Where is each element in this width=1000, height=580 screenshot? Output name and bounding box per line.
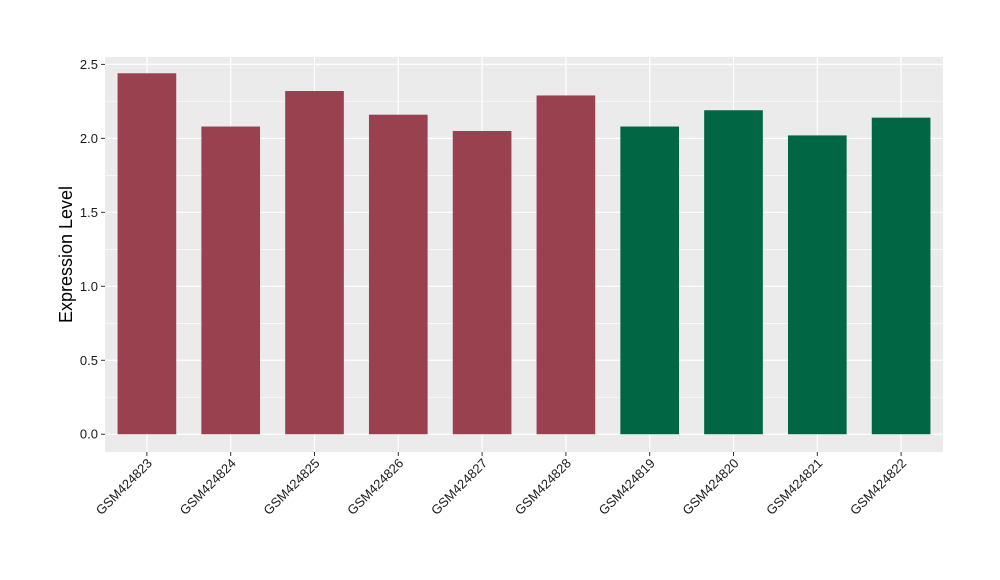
x-tick-label: GSM424826 (344, 456, 406, 518)
y-tick-label: 1.0 (80, 279, 98, 294)
y-tick-label: 2.0 (80, 131, 98, 146)
bars-group (117, 73, 931, 435)
x-tick-label: GSM424825 (260, 456, 322, 518)
bar-GSM424823 (117, 73, 177, 435)
y-tick-label: 0.5 (80, 353, 98, 368)
x-tick-label: GSM424828 (512, 456, 574, 518)
bar-GSM424821 (787, 135, 847, 435)
x-tick-label: GSM424820 (679, 456, 741, 518)
bar-GSM424827 (452, 130, 512, 435)
x-tick-label: GSM424827 (428, 456, 490, 518)
y-axis: 0.0 0.5 1.0 1.5 2.0 2.5 (80, 57, 105, 442)
bar-GSM424819 (620, 126, 680, 435)
bar-GSM424822 (871, 117, 931, 435)
y-tick-label: 1.5 (80, 205, 98, 220)
bar-GSM424826 (368, 114, 428, 435)
bar-GSM424820 (704, 110, 763, 435)
y-axis-title: Expression Level (56, 186, 76, 323)
x-tick-label: GSM424819 (596, 456, 658, 518)
y-tick-label: 2.5 (80, 57, 98, 72)
bar-GSM424825 (285, 91, 344, 435)
y-tick-label: 0.0 (80, 427, 98, 442)
bar-GSM424828 (536, 95, 596, 435)
x-tick-label: GSM424822 (847, 456, 909, 518)
x-tick-label: GSM424821 (763, 456, 825, 518)
x-axis: GSM424823 GSM424824 GSM424825 GSM424826 GSM4… (93, 452, 909, 518)
bar-GSM424824 (201, 126, 261, 435)
x-tick-label: GSM424824 (177, 456, 239, 518)
x-tick-label: GSM424823 (93, 456, 155, 518)
